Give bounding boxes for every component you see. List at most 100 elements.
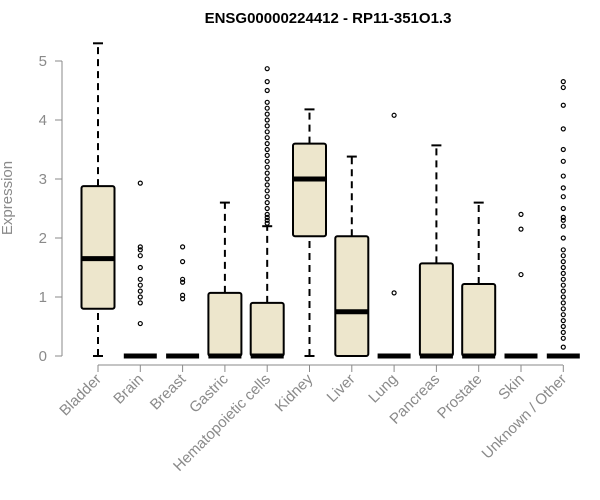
- outlier-point: [264, 105, 270, 111]
- outlier-point: [264, 205, 270, 212]
- y-tick-label: 3: [39, 171, 47, 188]
- chart-title: ENSG00000224412 - RP11-351O1.3: [205, 10, 452, 27]
- outlier-point: [137, 288, 143, 294]
- outlier-point: [264, 200, 270, 206]
- x-tick-label: Liver: [324, 371, 359, 406]
- outlier-point: [560, 173, 566, 179]
- outlier-point: [180, 279, 186, 285]
- outlier-point: [264, 152, 270, 158]
- outlier-point: [137, 253, 143, 259]
- outlier-point: [560, 79, 566, 85]
- outlier-point: [560, 318, 566, 324]
- outlier-point: [560, 247, 566, 253]
- outlier-point: [560, 185, 566, 191]
- y-axis-title: Expression: [0, 161, 16, 235]
- outlier-point: [560, 217, 566, 223]
- outlier-point: [560, 288, 566, 294]
- outlier-point: [518, 211, 524, 217]
- box-group: [123, 180, 157, 359]
- box-group: [504, 211, 538, 359]
- x-tick-label: Lung: [365, 371, 401, 407]
- outlier-point: [560, 126, 566, 132]
- box-iqr: [461, 283, 497, 357]
- outlier-point: [264, 99, 270, 105]
- outlier-point: [180, 259, 186, 265]
- outlier-point: [180, 244, 186, 250]
- outlier-point: [264, 217, 270, 223]
- outlier-point: [264, 135, 270, 141]
- outlier-point: [137, 320, 143, 327]
- outlier-point: [560, 214, 566, 220]
- box-group: [334, 155, 370, 357]
- outlier-point: [264, 117, 270, 123]
- box-group: [249, 66, 285, 359]
- outlier-point: [560, 335, 566, 341]
- outlier-point: [560, 344, 566, 350]
- outlier-point: [264, 164, 270, 170]
- outlier-point: [137, 300, 143, 306]
- outlier-point: [560, 300, 566, 306]
- outlier-point: [560, 84, 566, 91]
- outlier-point: [518, 226, 524, 232]
- outlier-point: [264, 211, 270, 217]
- outlier-point: [264, 87, 270, 94]
- box-group: [377, 112, 411, 359]
- outlier-point: [264, 123, 270, 129]
- x-tick-label: Skin: [495, 371, 528, 404]
- x-tick-label: Bladder: [56, 371, 105, 420]
- outlier-point: [264, 146, 270, 153]
- outlier-point: [560, 146, 566, 153]
- outlier-point: [264, 66, 270, 72]
- outlier-point: [137, 264, 143, 271]
- outlier-point: [137, 276, 143, 282]
- outlier-point: [560, 259, 566, 265]
- y-tick-label: 0: [39, 348, 47, 365]
- outlier-point: [560, 306, 566, 312]
- box-group: [207, 201, 243, 359]
- y-tick-label: 2: [39, 230, 47, 247]
- box-iqr: [334, 235, 370, 357]
- outlier-point: [560, 329, 566, 335]
- outlier-point: [264, 194, 270, 200]
- outlier-point: [264, 176, 270, 182]
- outlier-point: [560, 158, 566, 164]
- outlier-point: [560, 270, 566, 276]
- outlier-point: [560, 223, 566, 229]
- box-group: [80, 42, 116, 357]
- outlier-point: [137, 294, 143, 300]
- outlier-point: [560, 323, 566, 330]
- outlier-point: [518, 271, 524, 278]
- outlier-point: [264, 141, 270, 147]
- outlier-point: [180, 276, 186, 282]
- outlier-point: [560, 294, 566, 300]
- box-group: [418, 144, 454, 359]
- box-iqr: [249, 301, 285, 357]
- box-iqr: [207, 291, 243, 357]
- outlier-point: [560, 276, 566, 282]
- x-tick-label: Brain: [110, 371, 147, 408]
- x-tick-label: Kidney: [272, 370, 317, 415]
- box-group: [546, 79, 580, 359]
- outlier-point: [560, 205, 566, 212]
- outlier-point: [264, 188, 270, 194]
- outlier-point: [560, 312, 566, 318]
- y-tick-label: 4: [39, 112, 47, 129]
- outlier-point: [264, 111, 270, 117]
- box-iqr: [80, 185, 116, 310]
- outlier-point: [137, 282, 143, 288]
- outlier-point: [560, 102, 566, 108]
- outlier-point: [560, 194, 566, 200]
- outlier-point: [137, 247, 143, 253]
- box-iqr: [292, 142, 327, 238]
- y-tick-label: 1: [39, 289, 47, 306]
- x-tick-label: Prostate: [434, 371, 486, 423]
- outlier-point: [180, 292, 186, 298]
- outlier-point: [560, 253, 566, 259]
- outlier-point: [264, 220, 270, 226]
- outlier-point: [264, 79, 270, 85]
- outlier-point: [264, 182, 270, 188]
- outlier-point: [264, 129, 270, 135]
- outlier-point: [560, 235, 566, 241]
